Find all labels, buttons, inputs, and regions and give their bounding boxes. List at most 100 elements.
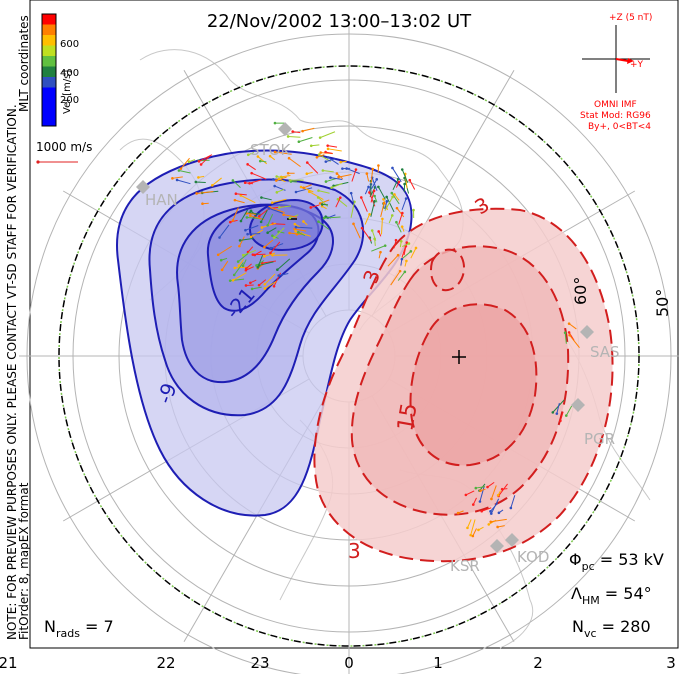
velocity-vector bbox=[250, 215, 265, 221]
velocity-vector bbox=[475, 486, 486, 489]
velocity-vector bbox=[490, 485, 497, 500]
mlt-tick-22: 22 bbox=[156, 654, 175, 672]
velocity-vector bbox=[249, 212, 261, 215]
velocity-vector bbox=[200, 155, 211, 165]
mlt-tick-1: 1 bbox=[433, 654, 443, 672]
velocity-vector bbox=[399, 241, 402, 248]
preview-note: NOTE: FOR PREVIEW PURPOSES ONLY. PLEASE … bbox=[5, 104, 19, 640]
velocity-vector bbox=[240, 195, 256, 204]
stats-panel: Φpc = 53 kV ΛHM = 54° Nvc = 280 Nrads = … bbox=[44, 550, 664, 640]
velocity-vector bbox=[303, 184, 312, 189]
velocity-vector bbox=[378, 231, 382, 237]
velocity-vector bbox=[384, 196, 394, 211]
color-bar-segment bbox=[42, 77, 56, 88]
velocity-vector bbox=[394, 194, 400, 201]
negative-potential-cell bbox=[115, 149, 413, 517]
contour-label-positive-bottom: 3 bbox=[348, 539, 361, 563]
velocity-vector-origin bbox=[233, 266, 237, 270]
velocity-vector bbox=[298, 231, 306, 237]
velocity-vector bbox=[238, 259, 245, 266]
velocity-vector bbox=[252, 286, 262, 290]
velocity-vector bbox=[327, 148, 342, 152]
velocity-vector bbox=[257, 255, 264, 268]
mlt-tick-0: 0 bbox=[344, 654, 354, 672]
positive-potential-cell bbox=[313, 207, 614, 563]
radar-label-ksr: KSR bbox=[450, 557, 480, 575]
velocity-vector bbox=[276, 176, 284, 179]
velocity-vector bbox=[245, 263, 252, 269]
velocity-vector bbox=[353, 223, 361, 239]
radar-label-sas: SAS bbox=[590, 343, 620, 361]
velocity-vector bbox=[559, 411, 564, 421]
velocity-vector bbox=[180, 157, 190, 169]
velocity-vector bbox=[277, 258, 291, 271]
velocity-vector bbox=[302, 127, 315, 132]
velocity-vector bbox=[330, 177, 343, 181]
velocity-vector bbox=[269, 155, 276, 161]
color-bar-segment bbox=[42, 24, 56, 36]
velocity-vector bbox=[392, 167, 402, 183]
velocity-vector bbox=[238, 236, 245, 247]
velocity-vector bbox=[234, 199, 245, 204]
velocity-vector bbox=[242, 249, 256, 256]
mlt-tick-21: 21 bbox=[0, 654, 18, 672]
velocity-vector bbox=[245, 225, 259, 231]
velocity-vector bbox=[395, 181, 400, 188]
velocity-vector bbox=[392, 178, 399, 191]
velocity-vector bbox=[360, 197, 368, 212]
velocity-vector bbox=[232, 207, 239, 221]
radar-label-stok: STOK bbox=[250, 141, 291, 159]
velocity-vector bbox=[378, 252, 381, 259]
velocity-vector bbox=[264, 239, 274, 248]
velocity-tick-200: 200 bbox=[60, 95, 79, 106]
radar-site-marker bbox=[490, 539, 504, 553]
velocity-vector bbox=[233, 262, 244, 276]
velocity-vector bbox=[370, 201, 376, 217]
velocity-vector bbox=[246, 212, 256, 215]
velocity-vector bbox=[393, 240, 397, 249]
velocity-vector bbox=[298, 137, 313, 143]
velocity-vector bbox=[318, 221, 330, 230]
velocity-vector bbox=[374, 195, 378, 203]
imf-source: OMNI IMF bbox=[594, 100, 637, 110]
imf-clock: +Z (5 nT) +Y OMNI IMF Stat Mod: RG96 By+… bbox=[580, 13, 652, 132]
velocity-vectors bbox=[171, 121, 580, 538]
velocity-vector bbox=[221, 257, 228, 261]
hmb-marker-dots bbox=[58, 65, 640, 647]
velocity-vector bbox=[565, 405, 573, 416]
velocity-vector bbox=[409, 179, 416, 190]
velocity-vector-origin bbox=[228, 279, 232, 282]
velocity-vector bbox=[242, 259, 247, 267]
velocity-vector bbox=[235, 193, 247, 196]
velocity-vector bbox=[221, 260, 229, 271]
velocity-vector bbox=[245, 284, 254, 286]
velocity-vector bbox=[272, 198, 287, 204]
mlt-coordinates-label: MLT coordinates bbox=[17, 15, 31, 112]
velocity-vector bbox=[232, 180, 241, 189]
velocity-vector bbox=[331, 182, 343, 189]
velocity-vector bbox=[397, 271, 406, 281]
potential-maximum-marker bbox=[452, 350, 466, 364]
velocity-vector bbox=[278, 178, 286, 183]
velocity-vector bbox=[264, 273, 276, 285]
imf-y-label: +Y bbox=[630, 60, 644, 70]
velocity-vector bbox=[364, 186, 369, 195]
velocity-vector bbox=[232, 272, 247, 281]
velocity-vector bbox=[196, 190, 214, 194]
map-title: 22/Nov/2002 13:00–13:02 UT bbox=[207, 11, 472, 32]
velocity-vector bbox=[465, 490, 475, 496]
velocity-vector bbox=[388, 215, 393, 224]
velocity-vector bbox=[240, 237, 254, 241]
velocity-vector-origin bbox=[250, 287, 254, 291]
velocity-vector bbox=[178, 170, 191, 174]
velocity-vector bbox=[283, 214, 298, 218]
velocity-vector bbox=[497, 525, 505, 528]
imf-z-label: +Z (5 nT) bbox=[609, 13, 652, 23]
velocity-vector bbox=[457, 510, 464, 514]
velocity-vector bbox=[290, 181, 297, 183]
velocity-vector bbox=[403, 246, 407, 256]
velocity-vector bbox=[366, 173, 370, 182]
velocity-vector bbox=[316, 154, 325, 158]
velocity-bar-label: Vel [m/s] bbox=[62, 70, 73, 114]
radar-count: Nrads = 7 bbox=[44, 617, 114, 640]
